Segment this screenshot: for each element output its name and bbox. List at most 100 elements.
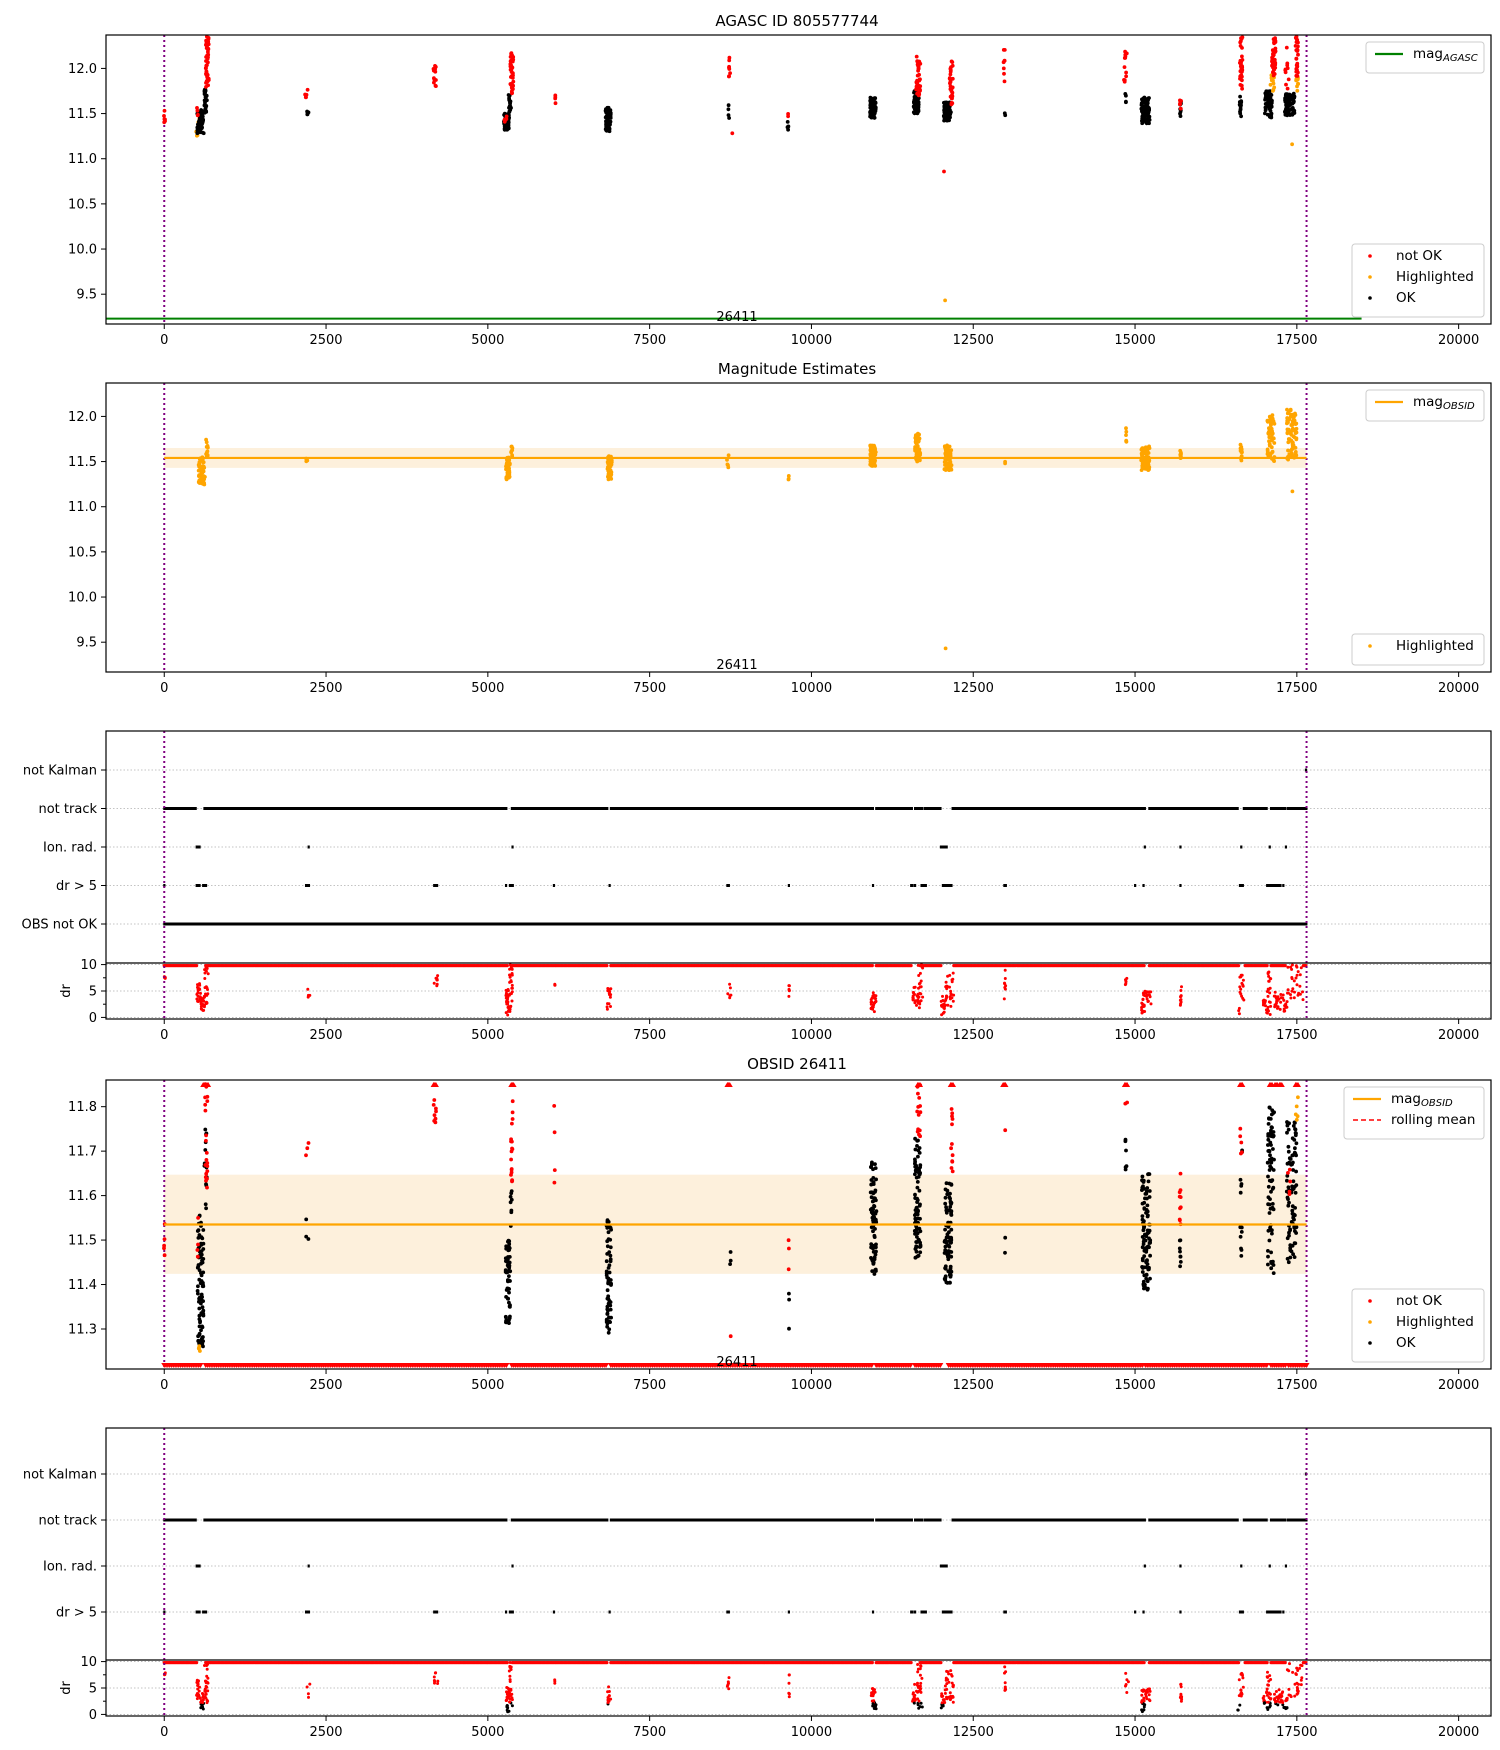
flag-point [668, 807, 671, 810]
flag-point [692, 807, 695, 810]
flag-point [615, 807, 618, 810]
flag-point [915, 807, 918, 810]
data-point-highlighted [1285, 411, 1290, 416]
flag-point [193, 807, 196, 810]
flag-point [285, 807, 289, 810]
flag-point [1288, 807, 1291, 810]
flag-point [876, 807, 879, 810]
flag-label: not Kalman [23, 764, 97, 779]
dr-point [205, 986, 209, 990]
data-point-not-ok [918, 88, 922, 93]
flag-point [187, 807, 190, 810]
data-point-ok [1140, 113, 1145, 118]
flag-point [332, 922, 335, 926]
flag-point [1270, 884, 1274, 887]
flag-point [268, 922, 271, 926]
flag-point [930, 807, 934, 810]
flag-point [1142, 884, 1145, 887]
flag-point [972, 807, 976, 810]
flag-point [459, 807, 462, 810]
flag-point [1034, 807, 1037, 810]
flag-point [1245, 807, 1248, 810]
dr-point [1279, 1000, 1283, 1004]
data-point-ok [1140, 121, 1145, 126]
flag-point [282, 922, 286, 926]
flag-point [1038, 807, 1041, 810]
dr-point [508, 973, 511, 977]
data-point-not-ok [730, 131, 735, 136]
flag-point [348, 807, 351, 810]
flag-point [686, 807, 689, 810]
data-point-not-ok [1296, 52, 1300, 57]
flag-point [743, 807, 746, 810]
flag-point [311, 922, 314, 926]
data-point-highlighted [914, 454, 919, 458]
flag-point [563, 807, 566, 810]
data-point-not-ok [510, 76, 515, 80]
flag-point [247, 922, 250, 926]
y-tick-label: 11.0 [68, 152, 97, 167]
x-tick-label: 12500 [953, 333, 994, 348]
flag-point [404, 807, 407, 810]
flag-point [883, 807, 886, 810]
dr-point [1283, 964, 1287, 968]
data-point-not-ok [916, 67, 921, 71]
dr-point [918, 1000, 922, 1004]
flag-point [280, 922, 283, 926]
dr-point [1179, 989, 1183, 992]
flag-point [932, 807, 935, 810]
flag-point [534, 807, 538, 810]
flag-point [247, 807, 250, 810]
data-point-highlighted [1286, 437, 1291, 441]
flag-point [646, 807, 650, 810]
flag-point [197, 845, 200, 849]
dr-point [204, 1001, 208, 1005]
flag-point [166, 922, 169, 926]
flag-point [863, 807, 866, 810]
flag-point [1213, 807, 1216, 810]
flag-point [435, 807, 438, 810]
flag-point [804, 807, 808, 810]
x-tick-label: 7500 [633, 681, 666, 696]
flag-point [1138, 807, 1141, 810]
data-point-not-ok [727, 55, 732, 60]
flag-point [766, 807, 769, 810]
data-point-ok [507, 98, 512, 102]
flag-point [304, 807, 307, 810]
flag-point [925, 807, 928, 810]
flag-point [774, 807, 778, 810]
data-point-highlighted [1271, 89, 1275, 93]
flag-point [178, 922, 182, 926]
dr-tick-label: 5 [89, 985, 97, 1000]
data-point-highlighted [1290, 142, 1294, 147]
flag-point [1042, 807, 1045, 810]
data-point-highlighted [205, 449, 210, 454]
flag-point [442, 807, 445, 810]
flag-point [273, 807, 276, 810]
flag-point [763, 807, 766, 810]
flag-point [1182, 807, 1185, 810]
flag-point [819, 807, 822, 810]
dr-point [939, 964, 943, 968]
data-point-highlighted [1288, 408, 1293, 413]
flag-point [689, 807, 692, 810]
flag-point [1088, 807, 1091, 810]
data-point-not-ok [304, 95, 308, 100]
flag-point [202, 884, 205, 887]
flag-point [570, 807, 573, 810]
data-point-ok [913, 100, 918, 105]
flag-point [576, 807, 579, 810]
dr-point [1301, 990, 1304, 994]
flag-point [1255, 807, 1258, 810]
flag-point [549, 807, 552, 810]
data-point-not-ok [206, 83, 211, 88]
flag-point [1082, 807, 1085, 810]
flag-point [527, 807, 531, 810]
data-point-not-ok [942, 169, 946, 174]
flag-point [1278, 807, 1281, 810]
flag-point [391, 807, 394, 810]
flag-point [1118, 807, 1121, 810]
dr-point [506, 1002, 510, 1006]
flag-point [871, 807, 874, 810]
